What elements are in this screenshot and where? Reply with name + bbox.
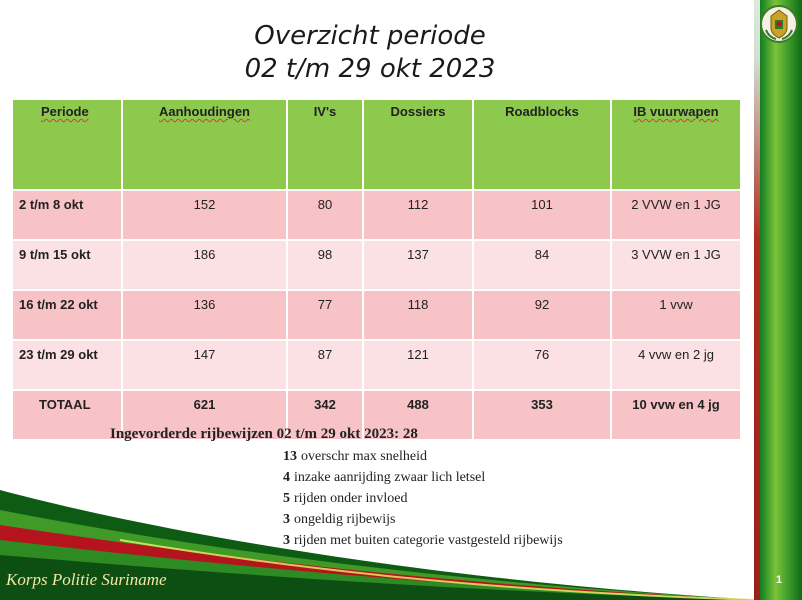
title-line-2: 02 t/m 29 okt 2023	[244, 54, 496, 84]
table-row: 16 t/m 22 okt 136 77 118 92 1 vvw	[11, 289, 742, 341]
list-item: 5 rijden onder invloed	[283, 491, 408, 506]
page-number: 1	[776, 574, 783, 586]
column-header-ivs: IV's	[286, 98, 364, 191]
table-cell: 121	[362, 339, 474, 391]
table-cell: 77	[286, 289, 364, 341]
summary-heading: Ingevorderde rijbewijzen 02 t/m 29 okt 2…	[110, 426, 418, 442]
list-item: 3 ongeldig rijbewijs	[283, 512, 396, 527]
police-emblem-icon	[760, 5, 798, 43]
table-cell-period: 16 t/m 22 okt	[11, 289, 123, 341]
column-header-ib-vuurwapen: IB vuurwapen	[610, 98, 742, 191]
table-cell: 3 VVW en 1 JG	[610, 239, 742, 291]
table-cell: 1 vvw	[610, 289, 742, 341]
table-cell: 76	[472, 339, 612, 391]
table-cell-period: 2 t/m 8 okt	[11, 189, 123, 241]
table-cell: 186	[121, 239, 288, 291]
list-item: 3 rijden met buiten categorie vastgesteld…	[283, 533, 563, 548]
column-header-periode: Periode	[11, 98, 123, 191]
table-cell: 112	[362, 189, 474, 241]
table-total-row: TOTAAL 621 342 488 353 10 vvw en 4 jg	[11, 389, 742, 441]
table-cell: 2 VVW en 1 JG	[610, 189, 742, 241]
table-cell: 80	[286, 189, 364, 241]
table-cell: 353	[472, 389, 612, 441]
table-cell-period: 9 t/m 15 okt	[11, 239, 123, 291]
list-item: 4 inzake aanrijding zwaar lich letsel	[283, 470, 486, 485]
table-cell: 92	[472, 289, 612, 341]
table-cell: 98	[286, 239, 364, 291]
table-cell: 621	[121, 389, 288, 441]
table-cell: 136	[121, 289, 288, 341]
table-cell: 84	[472, 239, 612, 291]
table-cell: 342	[286, 389, 364, 441]
table-cell-period: 23 t/m 29 okt	[11, 339, 123, 391]
license-summary: Ingevorderde rijbewijzen 02 t/m 29 okt 2…	[110, 426, 418, 443]
decorative-right-stripe	[754, 0, 802, 600]
page-title: Overzicht periode 02 t/m 29 okt 2023	[180, 20, 560, 86]
table-row: 23 t/m 29 okt 147 87 121 76 4 vvw en 2 j…	[11, 339, 742, 391]
table-header-row: Periode Aanhoudingen IV's Dossiers Roadb…	[11, 98, 742, 191]
summary-list: 13 overschr max snelheid 4 inzake aanrijdi…	[283, 446, 563, 551]
table-cell: 101	[472, 189, 612, 241]
table-cell: 147	[121, 339, 288, 391]
title-line-1: Overzicht periode	[254, 21, 486, 51]
overview-table: Periode Aanhoudingen IV's Dossiers Roadb…	[11, 98, 742, 441]
column-header-dossiers: Dossiers	[362, 98, 474, 191]
table-cell: 488	[362, 389, 474, 441]
column-header-aanhoudingen: Aanhoudingen	[121, 98, 288, 191]
column-header-roadblocks: Roadblocks	[472, 98, 612, 191]
table-cell: 152	[121, 189, 288, 241]
list-item: 13 overschr max snelheid	[283, 449, 427, 464]
table-row: 2 t/m 8 okt 152 80 112 101 2 VVW en 1 JG	[11, 189, 742, 241]
table-cell: 4 vvw en 2 jg	[610, 339, 742, 391]
table-cell: 137	[362, 239, 474, 291]
table-cell: 87	[286, 339, 364, 391]
footer-organization: Korps Politie Suriname	[6, 570, 167, 589]
table-row: 9 t/m 15 okt 186 98 137 84 3 VVW en 1 JG	[11, 239, 742, 291]
table-cell-total-label: TOTAAL	[11, 389, 123, 441]
decorative-swoosh	[0, 490, 760, 600]
table-cell: 10 vvw en 4 jg	[610, 389, 742, 441]
table-cell: 118	[362, 289, 474, 341]
